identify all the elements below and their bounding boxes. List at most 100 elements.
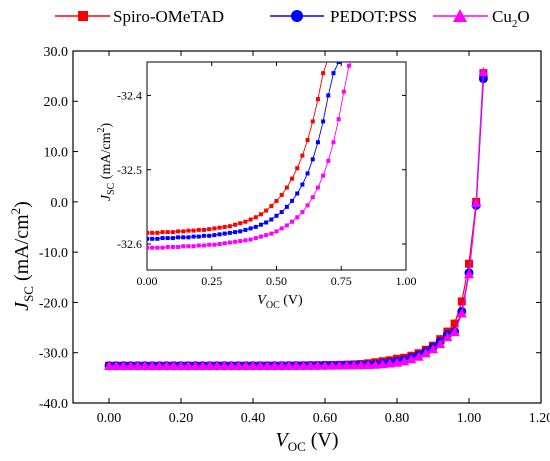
legend-item-cu2o: Cu2O bbox=[433, 7, 530, 30]
inset-x-tick-label: 0.25 bbox=[201, 274, 222, 288]
inset-point-spiro-ometad bbox=[253, 215, 258, 220]
inset-point-spiro-ometad bbox=[300, 153, 305, 158]
inset-point-pedot-pss bbox=[238, 229, 243, 234]
inset-point-cu-o bbox=[170, 244, 175, 249]
inset-point-cu-o bbox=[222, 241, 227, 246]
inset-point-pedot-pss bbox=[217, 232, 222, 237]
main-point-cu-o bbox=[276, 360, 287, 370]
inset-point-cu-o bbox=[284, 223, 289, 228]
inset-point-pedot-pss bbox=[315, 140, 320, 145]
inset-point-pedot-pss bbox=[290, 198, 295, 203]
inset-point-cu-o bbox=[248, 237, 253, 242]
inset-point-spiro-ometad bbox=[305, 138, 310, 142]
inset-point-cu-o bbox=[295, 215, 300, 220]
main-point-cu-o bbox=[341, 360, 352, 370]
inset-point-pedot-pss bbox=[165, 236, 170, 241]
inset-point-spiro-ometad bbox=[238, 221, 243, 226]
inset-point-pedot-pss bbox=[321, 119, 326, 124]
inset-y-axis-label: JSC (mA/cm2) bbox=[96, 123, 117, 202]
inset-point-spiro-ometad bbox=[295, 166, 300, 171]
main-point-cu-o bbox=[406, 354, 417, 364]
main-x-tick-label: 0.60 bbox=[313, 411, 338, 426]
main-x-tick-label: 0.20 bbox=[169, 411, 194, 426]
main-y-tick-label: -20.0 bbox=[39, 296, 68, 311]
inset-point-pedot-pss bbox=[284, 204, 289, 209]
inset-point-spiro-ometad bbox=[150, 230, 155, 235]
main-x-tick-label: 0.00 bbox=[97, 411, 122, 426]
inset-point-spiro-ometad bbox=[176, 229, 181, 234]
inset-point-spiro-ometad bbox=[315, 97, 320, 102]
main-point-cu-o bbox=[392, 357, 402, 367]
inset-point-spiro-ometad bbox=[217, 225, 222, 230]
main-point-cu-o bbox=[197, 360, 208, 370]
inset-point-spiro-ometad bbox=[147, 230, 149, 235]
inset-point-pedot-pss bbox=[305, 171, 310, 176]
main-point-cu-o bbox=[442, 332, 453, 342]
inset-point-cu-o bbox=[258, 234, 263, 239]
main-point-spiro-ometad bbox=[465, 259, 473, 268]
inset-point-pedot-pss bbox=[186, 235, 191, 240]
inset-point-cu-o bbox=[227, 240, 232, 245]
main-point-cu-o bbox=[204, 360, 215, 370]
main-point-cu-o bbox=[168, 360, 179, 370]
main-point-cu-o bbox=[219, 360, 230, 370]
main-point-cu-o bbox=[363, 359, 374, 369]
inset-point-pedot-pss bbox=[274, 213, 279, 218]
main-point-cu-o bbox=[377, 359, 388, 369]
inset-point-cu-o bbox=[191, 244, 196, 249]
inset-point-cu-o bbox=[233, 239, 238, 244]
main-x-tick-label: 1.00 bbox=[457, 411, 482, 426]
inset-point-spiro-ometad bbox=[269, 204, 274, 209]
inset-point-cu-o bbox=[212, 242, 217, 247]
inset-point-spiro-ometad bbox=[186, 228, 191, 233]
inset-point-spiro-ometad bbox=[201, 227, 206, 232]
inset-y-tick-label: -32.4 bbox=[117, 89, 142, 103]
main-point-cu-o bbox=[320, 360, 330, 370]
main-point-cu-o bbox=[140, 360, 150, 370]
inset-point-pedot-pss bbox=[222, 231, 227, 236]
inset-point-spiro-ometad bbox=[170, 230, 175, 235]
main-point-cu-o bbox=[104, 360, 114, 370]
inset-point-spiro-ometad bbox=[227, 224, 232, 229]
inset-point-cu-o bbox=[201, 243, 206, 248]
main-point-cu-o bbox=[176, 360, 186, 370]
main-point-cu-o bbox=[478, 67, 489, 77]
inset-point-spiro-ometad bbox=[248, 217, 253, 222]
inset-point-pedot-pss bbox=[170, 236, 175, 241]
inset-point-pedot-pss bbox=[336, 62, 341, 64]
main-point-spiro-ometad bbox=[457, 297, 466, 306]
main-point-cu-o bbox=[420, 348, 431, 358]
inset-point-cu-o bbox=[150, 245, 155, 250]
main-y-tick-label: 30.0 bbox=[44, 45, 69, 60]
main-point-cu-o bbox=[125, 360, 136, 370]
main-point-cu-o bbox=[428, 344, 438, 354]
inset-point-spiro-ometad bbox=[258, 212, 263, 217]
inset-point-pedot-pss bbox=[258, 222, 263, 227]
main-y-tick-label: -10.0 bbox=[39, 246, 68, 261]
inset-point-spiro-ometad bbox=[243, 219, 248, 224]
main-y-axis-label: JSC (mA/cm2) bbox=[8, 201, 36, 311]
inset-point-cu-o bbox=[274, 229, 279, 234]
main-point-cu-o bbox=[111, 360, 122, 370]
inset-point-cu-o bbox=[269, 231, 274, 236]
main-point-cu-o bbox=[190, 360, 201, 370]
inset-plot-area bbox=[147, 62, 353, 250]
inset-point-cu-o bbox=[279, 226, 284, 231]
inset-point-spiro-ometad bbox=[165, 230, 170, 235]
inset-point-cu-o bbox=[207, 242, 212, 247]
inset-point-cu-o bbox=[165, 244, 170, 249]
inset-x-tick-label: 0.50 bbox=[266, 274, 287, 288]
inset-point-cu-o bbox=[315, 185, 320, 190]
inset-point-pedot-pss bbox=[253, 224, 258, 229]
inset-point-spiro-ometad bbox=[233, 222, 238, 227]
inset-point-spiro-ometad bbox=[222, 224, 227, 229]
inset-point-cu-o bbox=[238, 239, 243, 244]
inset-point-spiro-ometad bbox=[274, 198, 279, 203]
main-point-cu-o bbox=[154, 360, 165, 370]
inset-point-cu-o bbox=[300, 210, 305, 215]
inset-point-cu-o bbox=[217, 242, 222, 246]
inset-point-pedot-pss bbox=[331, 71, 336, 76]
inset-point-spiro-ometad bbox=[196, 227, 201, 232]
main-point-cu-o bbox=[262, 360, 273, 370]
inset-point-pedot-pss bbox=[279, 210, 284, 215]
